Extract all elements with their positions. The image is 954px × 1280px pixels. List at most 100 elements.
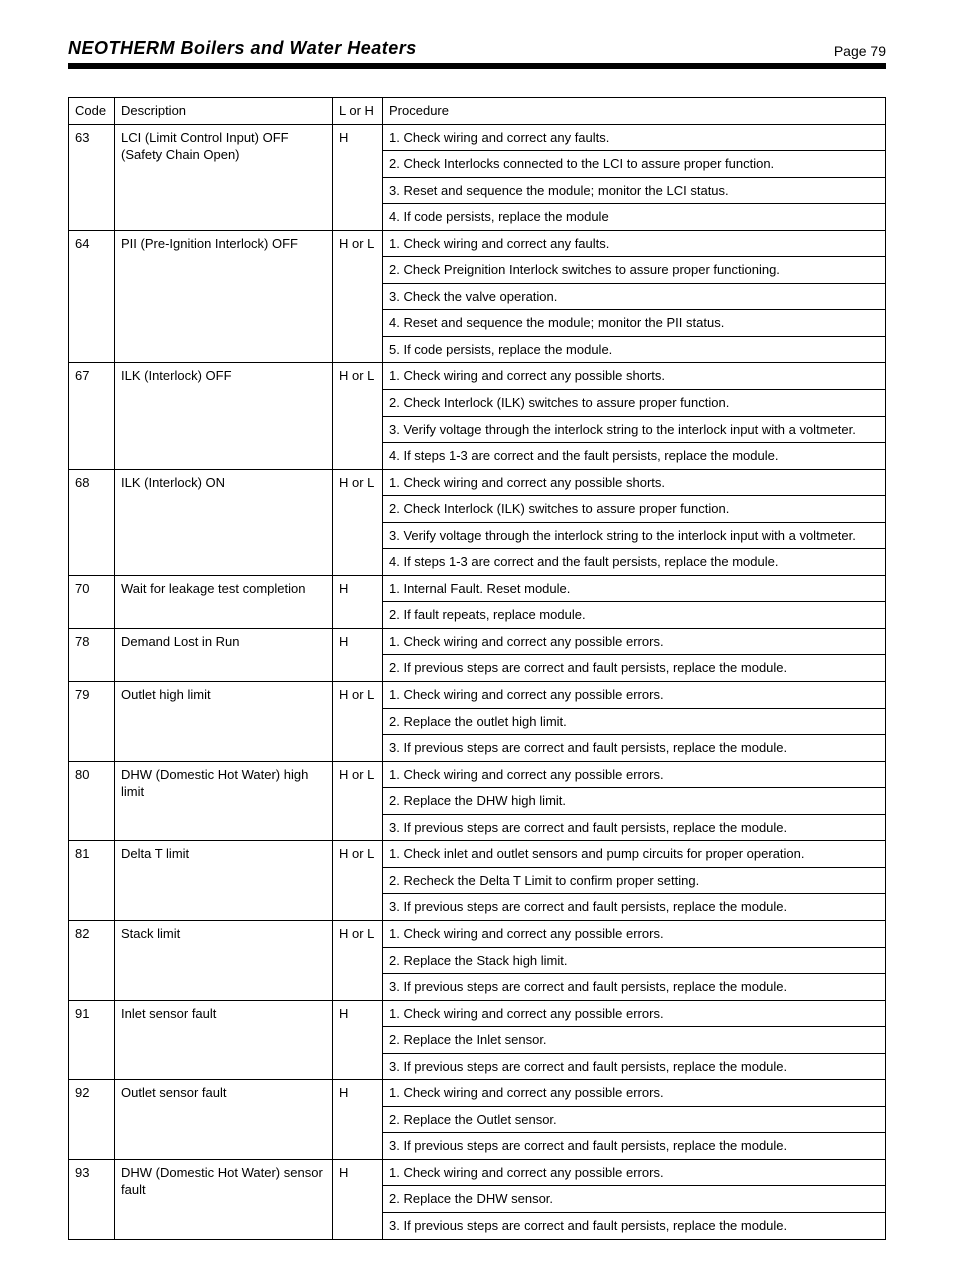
description-line: (Safety Chain Open): [121, 146, 326, 164]
cell-procedure: 1. Check wiring and correct any possible…: [383, 363, 886, 390]
cell-lh: H or L: [333, 920, 383, 1000]
cell-procedure: 4. Reset and sequence the module; monito…: [383, 310, 886, 337]
page-number: Page 79: [834, 43, 886, 59]
cell-procedure: 2. Replace the DHW sensor.: [383, 1186, 886, 1213]
cell-procedure: 2. Replace the Inlet sensor.: [383, 1027, 886, 1054]
table-row: 82Stack limitH or L1. Check wiring and c…: [69, 920, 886, 947]
cell-code: 78: [69, 628, 115, 681]
cell-code: 81: [69, 841, 115, 921]
cell-procedure: 3. Verify voltage through the interlock …: [383, 522, 886, 549]
cell-procedure: 1. Check wiring and correct any possible…: [383, 628, 886, 655]
cell-code: 93: [69, 1159, 115, 1239]
cell-lh: H or L: [333, 841, 383, 921]
cell-description: Stack limit: [115, 920, 333, 1000]
cell-procedure: 1. Check wiring and correct any possible…: [383, 1080, 886, 1107]
cell-description: PII (Pre-Ignition Interlock) OFF: [115, 230, 333, 363]
col-header-lh: L or H: [333, 98, 383, 125]
cell-code: 92: [69, 1080, 115, 1160]
cell-procedure: 3. If previous steps are correct and fau…: [383, 1212, 886, 1239]
cell-description: Wait for leakage test completion: [115, 575, 333, 628]
cell-code: 67: [69, 363, 115, 469]
col-header-code: Code: [69, 98, 115, 125]
cell-procedure: 3. If previous steps are correct and fau…: [383, 1133, 886, 1160]
description-line: LCI (Limit Control Input) OFF: [121, 129, 326, 147]
cell-lh: H or L: [333, 230, 383, 363]
cell-lh: H or L: [333, 469, 383, 575]
description-line: DHW (Domestic Hot Water) sensor fault: [121, 1164, 326, 1199]
cell-procedure: 3. Reset and sequence the module; monito…: [383, 177, 886, 204]
cell-procedure: 1. Check wiring and correct any possible…: [383, 469, 886, 496]
cell-code: 64: [69, 230, 115, 363]
cell-procedure: 2. Check Interlock (ILK) switches to ass…: [383, 496, 886, 523]
cell-code: 91: [69, 1000, 115, 1080]
cell-description: Demand Lost in Run: [115, 628, 333, 681]
cell-code: 80: [69, 761, 115, 841]
cell-procedure: 3. Check the valve operation.: [383, 283, 886, 310]
table-row: 70Wait for leakage test completionH1. In…: [69, 575, 886, 602]
cell-procedure: 2. Replace the DHW high limit.: [383, 788, 886, 815]
cell-procedure: 3. If previous steps are correct and fau…: [383, 894, 886, 921]
cell-procedure: 4. If steps 1-3 are correct and the faul…: [383, 549, 886, 576]
cell-lh: H: [333, 1080, 383, 1160]
description-line: ILK (Interlock) ON: [121, 474, 326, 492]
cell-description: Delta T limit: [115, 841, 333, 921]
cell-description: Inlet sensor fault: [115, 1000, 333, 1080]
cell-procedure: 3. Verify voltage through the interlock …: [383, 416, 886, 443]
cell-description: LCI (Limit Control Input) OFF(Safety Cha…: [115, 124, 333, 230]
cell-code: 82: [69, 920, 115, 1000]
cell-description: ILK (Interlock) ON: [115, 469, 333, 575]
cell-procedure: 1. Check wiring and correct any possible…: [383, 1159, 886, 1186]
cell-procedure: 1. Check wiring and correct any faults.: [383, 124, 886, 151]
cell-procedure: 1. Check wiring and correct any possible…: [383, 1000, 886, 1027]
cell-procedure: 2. Check Interlocks connected to the LCI…: [383, 151, 886, 178]
cell-procedure: 1. Check inlet and outlet sensors and pu…: [383, 841, 886, 868]
description-line: ILK (Interlock) OFF: [121, 367, 326, 385]
cell-procedure: 2. Check Preignition Interlock switches …: [383, 257, 886, 284]
table-row: 68ILK (Interlock) ONH or L1. Check wirin…: [69, 469, 886, 496]
table-row: 67ILK (Interlock) OFFH or L1. Check wiri…: [69, 363, 886, 390]
page-header: NEOTHERM Boilers and Water Heaters Page …: [68, 38, 886, 69]
cell-code: 79: [69, 682, 115, 762]
cell-lh: H: [333, 628, 383, 681]
cell-procedure: 2. If previous steps are correct and fau…: [383, 655, 886, 682]
cell-procedure: 4. If code persists, replace the module: [383, 204, 886, 231]
table-row: 91Inlet sensor faultH1. Check wiring and…: [69, 1000, 886, 1027]
cell-procedure: 2. Replace the Stack high limit.: [383, 947, 886, 974]
table-row: 78Demand Lost in RunH1. Check wiring and…: [69, 628, 886, 655]
page-container: NEOTHERM Boilers and Water Heaters Page …: [0, 0, 954, 1280]
table-row: 81Delta T limitH or L1. Check inlet and …: [69, 841, 886, 868]
description-line: Demand Lost in Run: [121, 633, 326, 651]
cell-procedure: 3. If previous steps are correct and fau…: [383, 814, 886, 841]
cell-procedure: 2. If fault repeats, replace module.: [383, 602, 886, 629]
col-header-procedure: Procedure: [383, 98, 886, 125]
table-row: 93DHW (Domestic Hot Water) sensor faultH…: [69, 1159, 886, 1186]
cell-description: ILK (Interlock) OFF: [115, 363, 333, 469]
cell-procedure: 1. Internal Fault. Reset module.: [383, 575, 886, 602]
cell-procedure: 1. Check wiring and correct any possible…: [383, 920, 886, 947]
description-line: Outlet high limit: [121, 686, 326, 704]
table-row: 64PII (Pre-Ignition Interlock) OFFH or L…: [69, 230, 886, 257]
cell-procedure: 1. Check wiring and correct any possible…: [383, 761, 886, 788]
cell-procedure: 1. Check wiring and correct any possible…: [383, 682, 886, 709]
cell-lh: H or L: [333, 682, 383, 762]
cell-lh: H: [333, 575, 383, 628]
cell-procedure: 2. Replace the outlet high limit.: [383, 708, 886, 735]
cell-lh: H: [333, 1159, 383, 1239]
cell-lh: H: [333, 1000, 383, 1080]
description-line: PII (Pre-Ignition Interlock) OFF: [121, 235, 326, 253]
table-body: 63LCI (Limit Control Input) OFF(Safety C…: [69, 124, 886, 1239]
description-line: Wait for leakage test completion: [121, 580, 326, 598]
cell-procedure: 2. Check Interlock (ILK) switches to ass…: [383, 390, 886, 417]
cell-code: 68: [69, 469, 115, 575]
cell-procedure: 5. If code persists, replace the module.: [383, 336, 886, 363]
cell-procedure: 4. If steps 1-3 are correct and the faul…: [383, 443, 886, 470]
cell-lh: H or L: [333, 363, 383, 469]
cell-description: Outlet sensor fault: [115, 1080, 333, 1160]
cell-procedure: 3. If previous steps are correct and fau…: [383, 735, 886, 762]
description-line: Stack limit: [121, 925, 326, 943]
cell-description: Outlet high limit: [115, 682, 333, 762]
table-row: 92Outlet sensor faultH1. Check wiring an…: [69, 1080, 886, 1107]
description-line: Delta T limit: [121, 845, 326, 863]
cell-lh: H or L: [333, 761, 383, 841]
cell-lh: H: [333, 124, 383, 230]
